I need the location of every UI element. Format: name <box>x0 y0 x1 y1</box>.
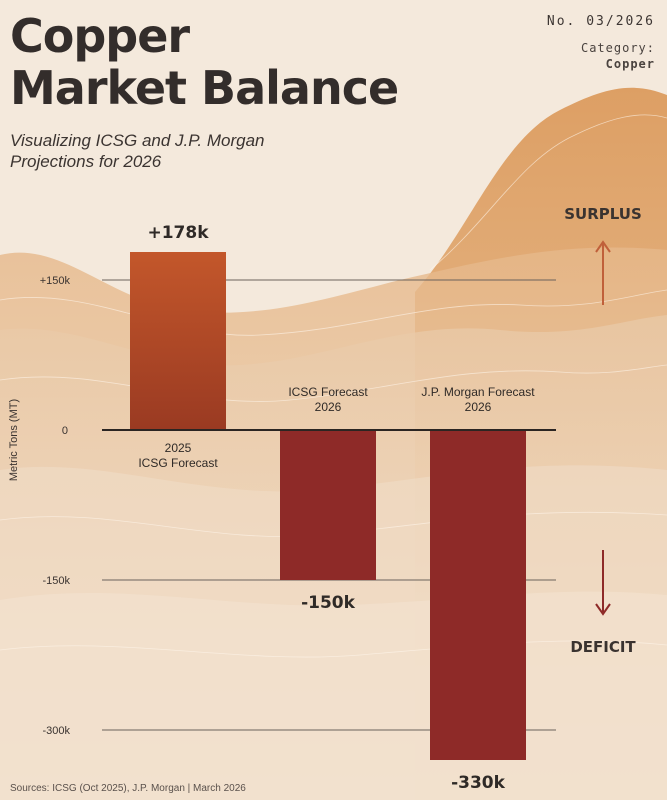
up-arrow-icon <box>595 240 611 253</box>
bar-value-label: +178k <box>147 223 209 243</box>
deficit-label: DEFICIT <box>570 638 636 656</box>
bar-surplus <box>130 252 226 430</box>
y-tick-label: -150k <box>42 575 70 587</box>
y-tick-label: +150k <box>40 275 71 287</box>
down-arrow-icon <box>595 603 611 616</box>
bar-value-label: -330k <box>451 773 506 793</box>
category-label: 2026 <box>465 400 492 414</box>
category-label: 2025 <box>165 441 192 455</box>
bar-deficit <box>280 430 376 580</box>
bar-value-label: -150k <box>301 593 356 613</box>
page-title: Copper Market Balance <box>10 9 399 115</box>
issue-number: No. 03/2026 <box>546 14 655 29</box>
subtitle-line-2: Projections for 2026 <box>10 152 162 171</box>
title-line-2: Market Balance <box>10 61 399 115</box>
y-axis-title: Metric Tons (MT) <box>8 399 20 481</box>
category-label: Category: <box>580 41 655 55</box>
source-note: Sources: ICSG (Oct 2025), J.P. Morgan | … <box>10 783 246 794</box>
subtitle-line-1: Visualizing ICSG and J.P. Morgan <box>10 131 265 150</box>
page-subtitle: Visualizing ICSG and J.P. Morgan Project… <box>10 130 265 172</box>
category-label: ICSG Forecast <box>288 385 368 399</box>
category-label: J.P. Morgan Forecast <box>421 385 535 399</box>
category-label: ICSG Forecast <box>138 456 218 470</box>
y-tick-label: 0 <box>62 425 68 437</box>
title-line-1: Copper <box>10 9 190 63</box>
category-label: 2026 <box>315 400 342 414</box>
y-tick-label: -300k <box>42 725 70 737</box>
surplus-label: SURPLUS <box>564 205 642 223</box>
issue-meta: No. 03/2026 Category: Copper <box>547 14 655 71</box>
bar-deficit <box>430 430 526 760</box>
category-value: Copper <box>605 57 655 71</box>
